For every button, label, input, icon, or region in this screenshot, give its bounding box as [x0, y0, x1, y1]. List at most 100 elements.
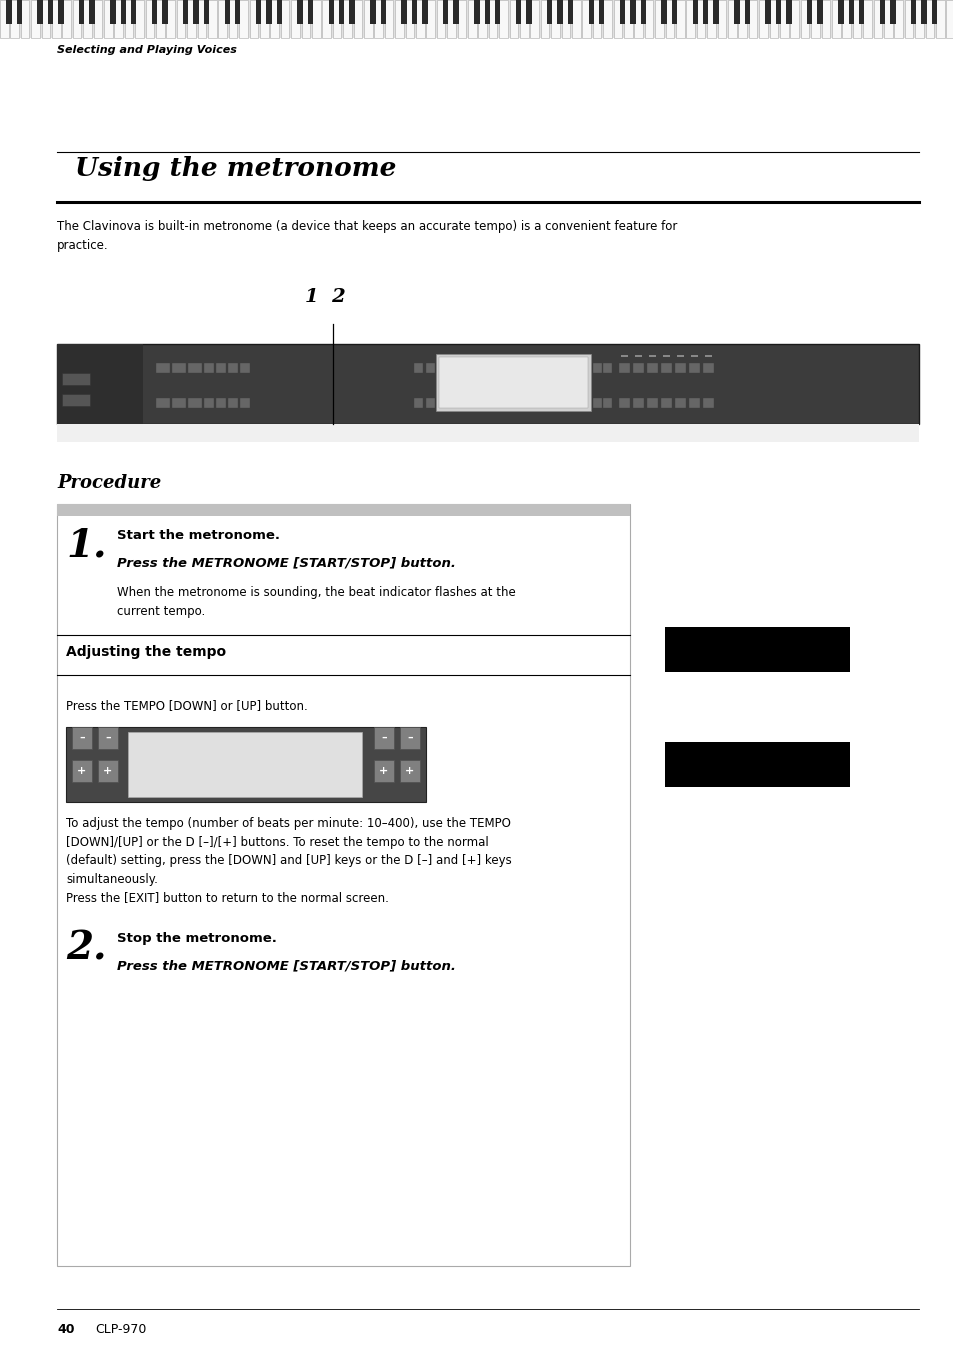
Bar [838, 0, 842, 23]
Bar [62, 393, 90, 405]
Bar [593, 399, 601, 408]
Bar [414, 363, 423, 373]
Bar [172, 399, 186, 408]
Text: +: + [77, 766, 87, 775]
Bar [338, 0, 344, 23]
Bar [188, 363, 202, 373]
Bar [364, 0, 372, 38]
Bar [83, 0, 91, 38]
Bar [557, 0, 562, 23]
Bar [685, 0, 694, 38]
Bar [910, 0, 916, 23]
Text: 120: 120 [322, 748, 354, 765]
Bar [691, 355, 698, 358]
Bar [633, 363, 644, 373]
Bar [131, 0, 136, 23]
Bar [924, 0, 933, 38]
Bar [744, 0, 749, 23]
Bar [260, 0, 268, 38]
Bar [128, 732, 361, 797]
Bar [769, 0, 778, 38]
Bar [952, 0, 953, 23]
Bar [883, 0, 892, 38]
Bar [618, 399, 630, 408]
Bar [104, 0, 112, 38]
Bar [572, 0, 580, 38]
Bar [422, 0, 427, 23]
Bar [166, 0, 174, 38]
Bar [841, 0, 850, 38]
Text: Adjusting the tempo: Adjusting the tempo [66, 644, 226, 659]
Text: Start the metronome.: Start the metronome. [117, 530, 280, 542]
Bar [665, 0, 674, 38]
Bar [903, 0, 912, 38]
Bar [328, 0, 334, 23]
Bar [914, 0, 923, 38]
Bar [821, 0, 829, 38]
Bar [660, 363, 672, 373]
Bar [817, 0, 822, 23]
Bar [702, 363, 714, 373]
Bar [702, 0, 708, 23]
Bar [603, 399, 612, 408]
Bar [436, 0, 445, 38]
Text: Selecting and Playing Voices: Selecting and Playing Voices [57, 45, 236, 55]
Bar [399, 727, 419, 748]
Bar [7, 0, 11, 23]
Bar [644, 0, 653, 38]
Text: CLP-970: CLP-970 [95, 1323, 146, 1336]
Bar [588, 0, 594, 23]
Bar [66, 727, 426, 802]
Bar [370, 0, 375, 23]
Bar [322, 0, 331, 38]
Bar [764, 0, 770, 23]
Bar [630, 0, 635, 23]
Bar [748, 0, 757, 38]
Text: 40: 40 [57, 1323, 74, 1336]
Bar [649, 355, 656, 358]
Bar [498, 0, 507, 38]
Bar [120, 0, 126, 23]
Bar [57, 345, 918, 424]
Text: +: + [405, 766, 415, 775]
Bar [57, 424, 918, 442]
Bar [218, 0, 227, 38]
Text: The Clavinova is built-in metronome (a device that keeps an accurate tempo) is a: The Clavinova is built-in metronome (a d… [57, 220, 677, 251]
Bar [37, 0, 43, 23]
Bar [216, 363, 226, 373]
Bar [52, 0, 60, 38]
Bar [16, 0, 22, 23]
Bar [156, 0, 164, 38]
Bar [862, 0, 871, 38]
Bar [10, 0, 19, 38]
Bar [114, 0, 123, 38]
Bar [0, 0, 953, 38]
Bar [660, 399, 672, 408]
Bar [540, 0, 549, 38]
Bar [640, 0, 645, 23]
Bar [152, 0, 157, 23]
Bar [239, 0, 248, 38]
Bar [692, 0, 698, 23]
Bar [831, 0, 840, 38]
Bar [380, 0, 386, 23]
Text: –: – [407, 734, 413, 743]
Bar [655, 0, 663, 38]
Bar [675, 363, 686, 373]
Text: Tempo: Tempo [136, 748, 177, 762]
Bar [519, 0, 528, 38]
Bar [704, 355, 712, 358]
Bar [193, 0, 198, 23]
Bar [250, 0, 258, 38]
Text: Press the METRONOME [START/STOP] button.: Press the METRONOME [START/STOP] button. [117, 959, 456, 971]
Bar [187, 0, 195, 38]
Bar [438, 357, 588, 408]
Bar [551, 0, 559, 38]
Bar [343, 0, 352, 38]
Bar [156, 399, 170, 408]
Bar [416, 0, 424, 38]
Bar [702, 399, 714, 408]
Text: +: + [379, 766, 388, 775]
Bar [945, 0, 953, 38]
Bar [785, 0, 791, 23]
